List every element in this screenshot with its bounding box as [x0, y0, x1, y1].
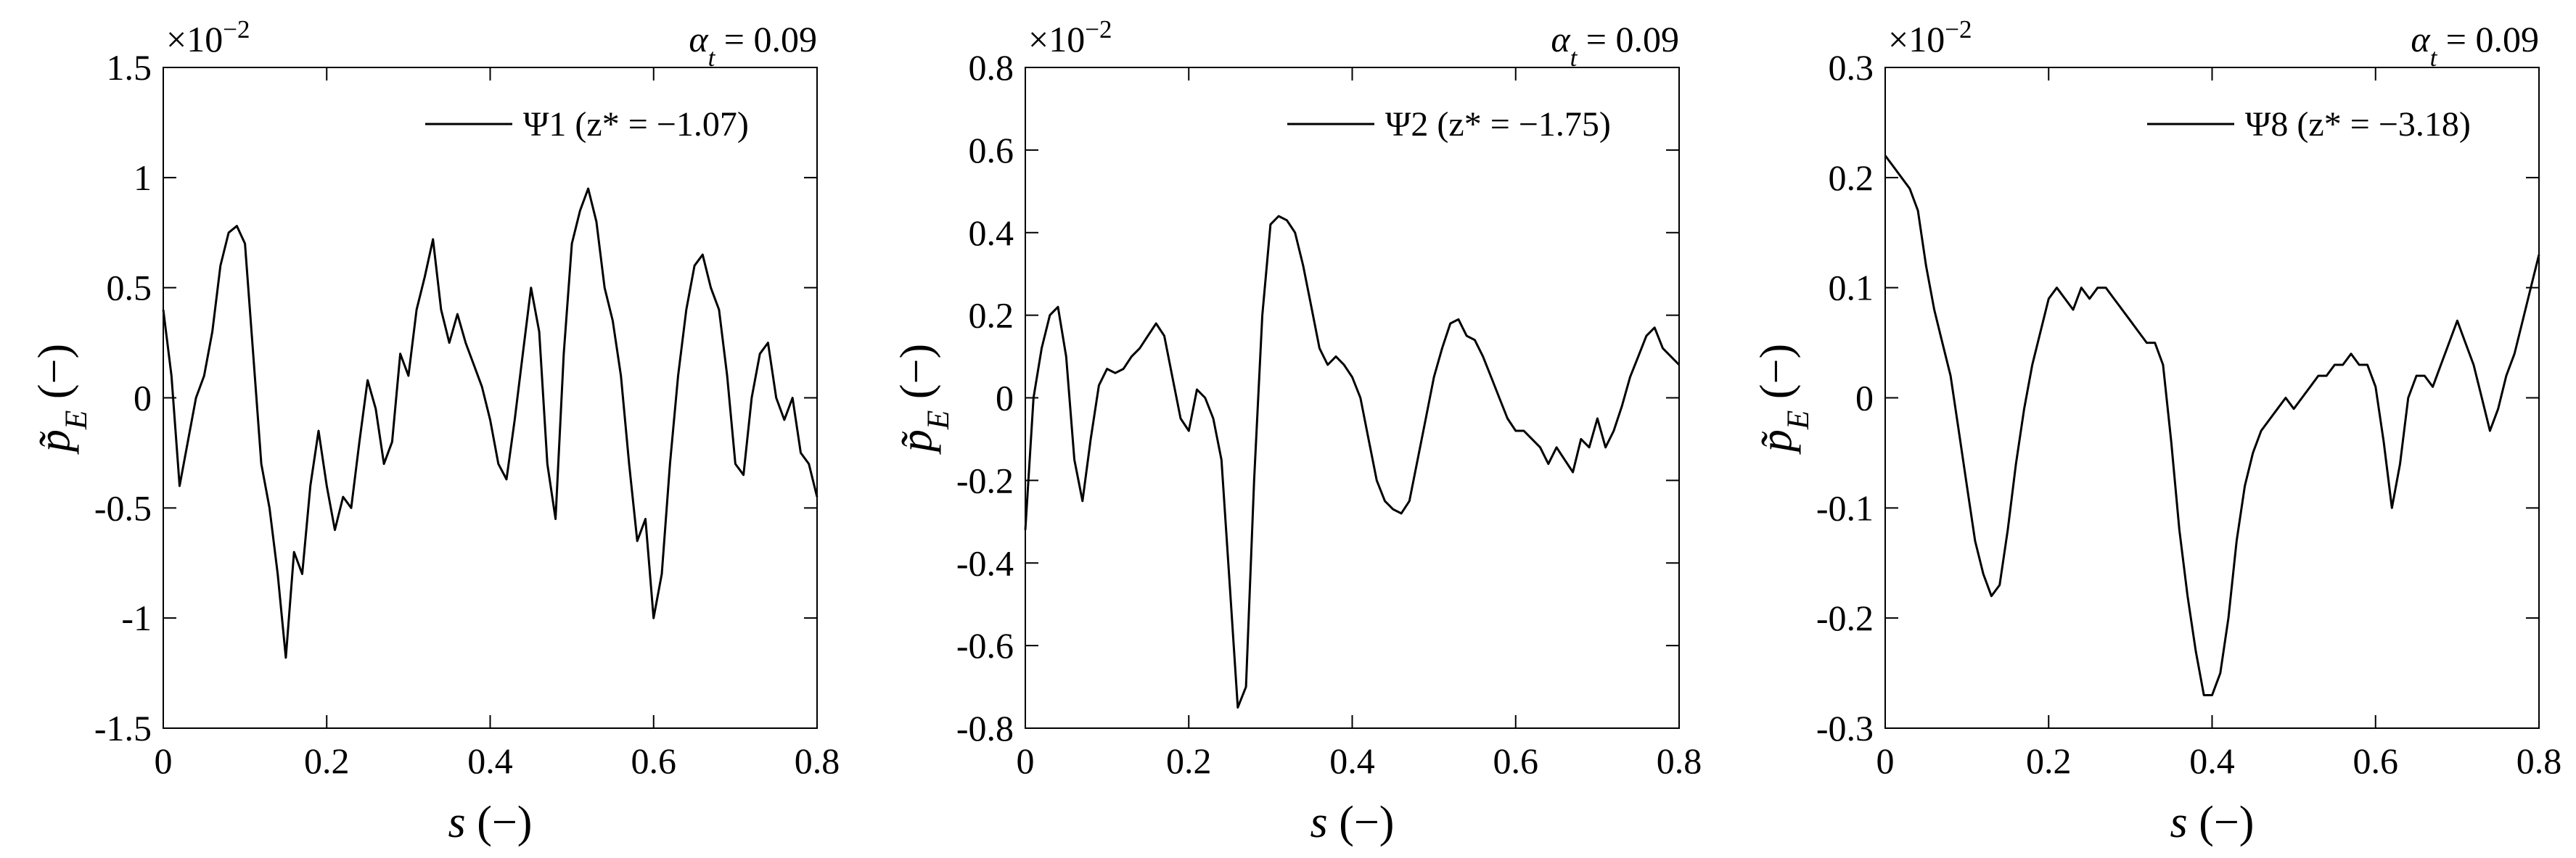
- annotation: αt = 0.09: [1551, 19, 1679, 72]
- x-axis-label: s (−): [2170, 798, 2255, 847]
- data-line: [1024, 215, 1681, 709]
- y-axis-label: p̃E (−): [30, 344, 94, 455]
- y-axis-label-symbol: p̃: [30, 429, 79, 455]
- axes-frame: [1884, 67, 2540, 729]
- x-axis-label-symbol: s: [1310, 798, 1328, 847]
- y-tick-label: 1.5: [107, 47, 152, 88]
- y-axis-label-subscript: E: [1781, 411, 1816, 431]
- y-tick-label: -0.2: [1816, 598, 1874, 638]
- axes-frame: [163, 67, 818, 729]
- x-axis-label-text: (−): [466, 798, 533, 847]
- x-tick-label: 0.6: [2353, 741, 2399, 781]
- annotation-subscript: t: [708, 44, 716, 72]
- axis-multiplier-exponent: −2: [1085, 15, 1112, 44]
- y-axis-label: p̃E (−): [892, 344, 956, 455]
- annotation: αt = 0.09: [689, 19, 817, 72]
- x-tick-label: 0.8: [795, 741, 840, 781]
- annotation-symbol: α: [1551, 19, 1571, 59]
- y-tick-label: 0.5: [107, 268, 152, 308]
- axis-multiplier: ×10−2: [166, 15, 250, 60]
- legend-label: Ψ1 (z* = −1.07): [523, 105, 749, 144]
- annotation-symbol: α: [689, 19, 709, 59]
- legend-label: Ψ8 (z* = −3.18): [2245, 105, 2471, 144]
- annotation-subscript: t: [2430, 44, 2438, 72]
- x-axis-label-symbol: s: [2170, 798, 2188, 847]
- y-tick-label: 0.1: [1829, 268, 1874, 308]
- x-axis-label-symbol: s: [448, 798, 466, 847]
- y-tick-label: 0.4: [969, 213, 1014, 253]
- axis-multiplier-base: ×10: [1028, 19, 1085, 59]
- x-tick-label: 0: [1876, 741, 1895, 781]
- y-tick-label: 0.2: [1829, 157, 1874, 198]
- y-tick-label: 0.3: [1829, 47, 1874, 88]
- x-tick-label: 0.4: [1329, 741, 1375, 781]
- y-tick-label: -1: [121, 598, 152, 638]
- x-tick-label: 0: [1017, 741, 1035, 781]
- y-tick-label: -0.5: [94, 487, 152, 528]
- axis-multiplier-base: ×10: [1888, 19, 1945, 59]
- x-axis-label-text: (−): [2188, 798, 2255, 847]
- x-axis-label: s (−): [448, 798, 533, 847]
- axis-multiplier-base: ×10: [166, 19, 223, 59]
- legend-label: Ψ2 (z* = −1.75): [1385, 105, 1611, 144]
- y-tick-label: 0: [996, 378, 1014, 418]
- y-tick-label: -0.2: [956, 460, 1014, 500]
- x-tick-label: 0.8: [1657, 741, 1702, 781]
- y-axis-label-text: (−): [892, 344, 941, 411]
- data-line: [162, 187, 819, 659]
- axis-multiplier-exponent: −2: [1945, 15, 1972, 44]
- y-axis-label: p̃E (−): [1752, 344, 1816, 455]
- axis-multiplier: ×10−2: [1028, 15, 1112, 60]
- x-tick-label: 0.2: [2026, 741, 2072, 781]
- x-tick-label: 0.2: [304, 741, 350, 781]
- x-tick-label: 0.4: [2189, 741, 2235, 781]
- annotation-text: = 0.09: [715, 19, 817, 59]
- axis-multiplier-exponent: −2: [223, 15, 250, 44]
- data-line: [1884, 154, 2540, 696]
- y-axis-label-text: (−): [1752, 344, 1801, 411]
- y-axis-label-symbol: p̃: [1752, 429, 1801, 455]
- y-tick-label: 0.6: [969, 130, 1014, 170]
- y-tick-label: -0.3: [1816, 708, 1874, 748]
- y-tick-label: -0.1: [1816, 487, 1874, 528]
- annotation: αt = 0.09: [2411, 19, 2539, 72]
- y-axis-label-subscript: E: [921, 411, 956, 431]
- y-axis-label-subscript: E: [59, 411, 94, 431]
- x-axis-label: s (−): [1310, 798, 1395, 847]
- x-tick-label: 0.4: [467, 741, 513, 781]
- y-axis-label-text: (−): [30, 344, 79, 411]
- x-tick-label: 0: [155, 741, 173, 781]
- x-tick-label: 0.6: [1493, 741, 1539, 781]
- y-tick-label: 0.8: [969, 47, 1014, 88]
- y-tick-label: 0: [1855, 378, 1874, 418]
- y-axis-label-symbol: p̃: [892, 429, 941, 455]
- axes-frame: [1025, 67, 1680, 729]
- annotation-symbol: α: [2411, 19, 2431, 59]
- x-axis-label-text: (−): [1328, 798, 1395, 847]
- axis-multiplier: ×10−2: [1888, 15, 1972, 60]
- y-tick-label: -0.6: [956, 625, 1014, 666]
- x-tick-label: 0.2: [1166, 741, 1212, 781]
- annotation-text: = 0.09: [1577, 19, 1679, 59]
- x-tick-label: 0.8: [2516, 741, 2562, 781]
- x-tick-label: 0.6: [631, 741, 677, 781]
- y-tick-label: -1.5: [94, 708, 152, 748]
- y-tick-label: -0.8: [956, 708, 1014, 748]
- y-tick-label: 0: [134, 378, 152, 418]
- y-tick-label: 1: [134, 157, 152, 198]
- annotation-text: = 0.09: [2437, 19, 2539, 59]
- y-tick-label: -0.4: [956, 543, 1014, 583]
- y-tick-label: 0.2: [969, 295, 1014, 336]
- annotation-subscript: t: [1570, 44, 1578, 72]
